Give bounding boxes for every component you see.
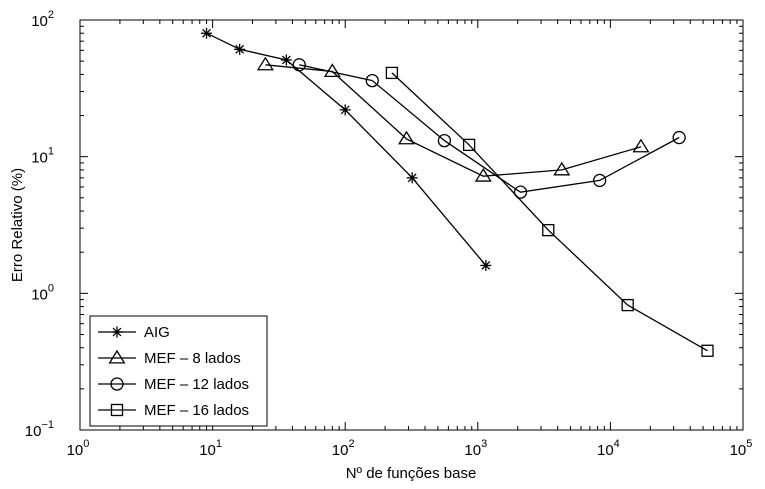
circle-marker: [593, 173, 607, 188]
legend-item: MEF – 8 lados: [98, 349, 241, 367]
x-tick-label: 101: [199, 438, 222, 459]
x-axis-label: Nº de funções base: [346, 465, 477, 482]
square-marker: [110, 403, 124, 417]
circle-marker: [437, 133, 452, 148]
triangle-marker: [632, 138, 650, 153]
y-tick-label: 100: [31, 282, 54, 303]
legend-item: MEF – 16 lados: [98, 402, 249, 419]
asterisk-marker: [406, 172, 418, 184]
series-circle: [292, 58, 686, 199]
series-square: [385, 66, 714, 357]
x-tick-label: 104: [597, 438, 620, 459]
x-tick-label: 100: [67, 438, 90, 459]
circle-marker: [110, 377, 124, 391]
triangle-marker: [323, 63, 341, 78]
asterisk-marker: [339, 104, 351, 116]
square-marker: [621, 298, 634, 312]
circle-marker: [365, 73, 379, 88]
asterisk-marker: [111, 326, 123, 338]
series-layer: [201, 27, 714, 357]
circle-marker: [292, 58, 306, 72]
legend-label: AIG: [144, 324, 170, 341]
axis-ticks: 100 101 102 103 104 105 10−1 100 101 102: [25, 9, 753, 459]
legend-label: MEF – 8 lados: [144, 350, 241, 367]
triangle-marker: [474, 167, 492, 182]
series-line: [391, 72, 708, 352]
y-tick-label: 102: [31, 9, 54, 30]
square-marker: [462, 138, 476, 152]
series-line: [299, 64, 680, 193]
y-axis-label: Erro Relativo (%): [9, 168, 26, 282]
triangle-marker: [397, 130, 416, 145]
triangle-marker: [256, 56, 274, 71]
series-line: [265, 64, 642, 177]
square-marker: [542, 223, 555, 237]
y-tick-label: 101: [31, 146, 54, 167]
square-marker: [385, 66, 399, 80]
legend: AIG MEF – 8 lados MEF – 12 lados MEF – 16 l…: [89, 315, 268, 427]
triangle-marker: [553, 161, 571, 176]
square-marker: [701, 344, 714, 357]
legend-item: MEF – 12 lados: [98, 376, 249, 393]
legend-label: MEF – 16 lados: [144, 402, 249, 419]
legend-item: AIG: [98, 324, 170, 341]
asterisk-marker: [480, 259, 492, 271]
series-triangle: [256, 56, 650, 182]
triangle-marker: [108, 349, 126, 364]
series-line: [206, 32, 487, 266]
x-tick-label: 105: [730, 438, 753, 459]
asterisk-marker: [234, 43, 246, 55]
series-asterisk: [201, 27, 492, 271]
x-tick-label: 102: [332, 438, 355, 459]
y-tick-label: 10−1: [25, 419, 54, 440]
asterisk-marker: [201, 27, 213, 39]
x-tick-label: 103: [464, 438, 487, 459]
circle-marker: [672, 130, 686, 145]
circle-marker: [513, 185, 528, 199]
legend-label: MEF – 12 lados: [144, 376, 249, 393]
asterisk-marker: [280, 54, 292, 66]
